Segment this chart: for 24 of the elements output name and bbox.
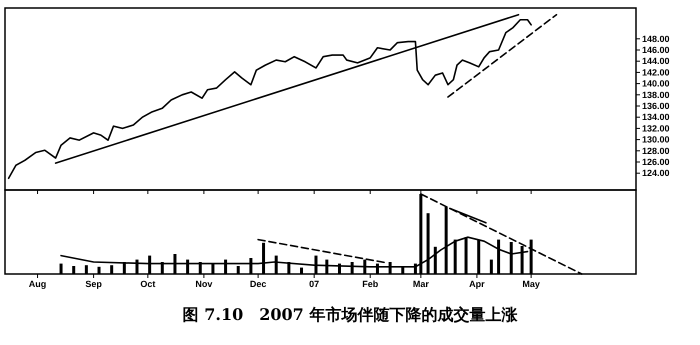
x-tick-label: Aug (28, 279, 46, 289)
y-tick-label: 144.00 (642, 56, 670, 66)
y-tick-label: 132.00 (642, 123, 670, 134)
caption: 图 7.10 2007 年市场伴随下降的成交量上涨 (182, 305, 518, 324)
y-tick-label: 148.00 (642, 34, 670, 44)
y-tick-label: 130.00 (642, 134, 670, 145)
y-tick-label: 138.00 (642, 90, 670, 100)
x-tick-label: Oct (140, 279, 156, 289)
x-tick-label: 07 (309, 279, 320, 289)
y-tick-label: 140.00 (642, 78, 670, 89)
y-tick-label: 126.00 (642, 157, 670, 167)
y-tick-label: 142.00 (642, 67, 670, 78)
x-tick-label: Dec (250, 279, 266, 289)
x-tick-label: Feb (362, 279, 379, 289)
y-tick-label: 134.00 (642, 112, 670, 122)
y-tick-label: 136.00 (642, 101, 670, 111)
x-tick-label: Sep (85, 279, 102, 289)
y-tick-label: 146.00 (642, 45, 670, 55)
x-tick-label: Apr (469, 279, 486, 289)
x-tick-label: Nov (195, 279, 212, 289)
x-tick-label: May (522, 279, 540, 289)
x-tick-label: Mar (412, 279, 430, 289)
y-tick-label: 128.00 (642, 146, 670, 156)
y-tick-label: 124.00 (642, 168, 670, 178)
